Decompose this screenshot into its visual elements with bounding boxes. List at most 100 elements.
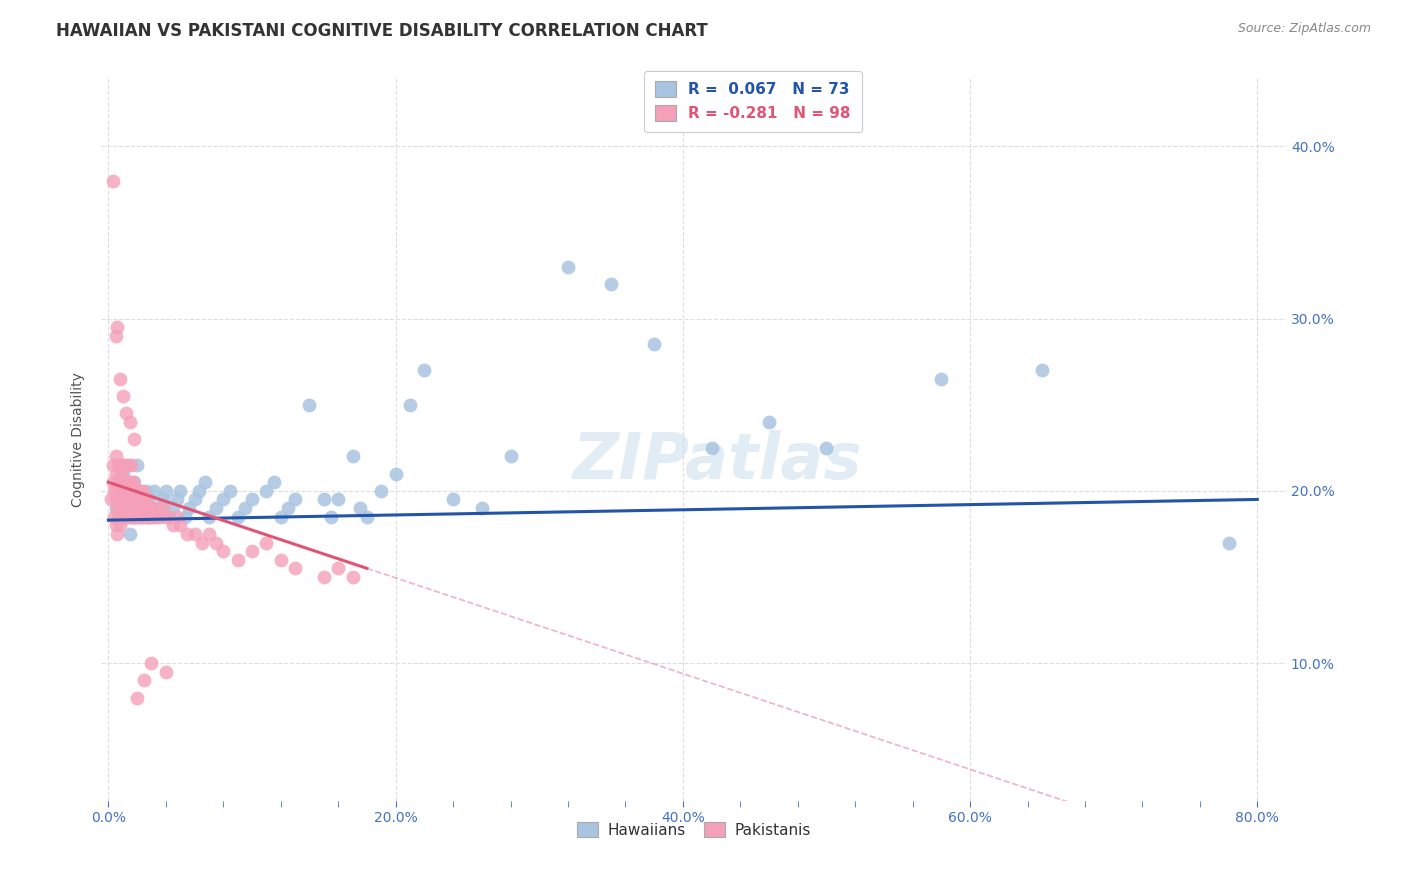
Point	[1218, 535, 1240, 549]
Point	[758, 415, 780, 429]
Point	[107, 458, 129, 472]
Point	[143, 483, 166, 498]
Point	[319, 509, 342, 524]
Point	[104, 450, 127, 464]
Point	[120, 501, 142, 516]
Point	[270, 553, 292, 567]
Point	[219, 483, 242, 498]
Point	[162, 501, 184, 516]
Point	[127, 483, 149, 498]
Point	[125, 509, 148, 524]
Point	[100, 492, 122, 507]
Point	[135, 509, 157, 524]
Point	[108, 372, 131, 386]
Point	[263, 475, 285, 490]
Point	[117, 458, 139, 472]
Point	[127, 509, 149, 524]
Point	[108, 509, 131, 524]
Point	[312, 570, 335, 584]
Point	[115, 492, 138, 507]
Point	[134, 673, 156, 688]
Point	[138, 492, 160, 507]
Point	[277, 501, 299, 516]
Point	[155, 483, 177, 498]
Point	[328, 561, 350, 575]
Point	[111, 483, 134, 498]
Point	[122, 492, 145, 507]
Point	[169, 518, 191, 533]
Point	[129, 483, 152, 498]
Point	[107, 475, 129, 490]
Point	[120, 509, 142, 524]
Point	[146, 509, 169, 524]
Point	[108, 492, 131, 507]
Point	[121, 509, 143, 524]
Point	[115, 509, 138, 524]
Point	[471, 501, 494, 516]
Point	[120, 483, 142, 498]
Point	[183, 492, 205, 507]
Point	[114, 458, 136, 472]
Point	[284, 492, 307, 507]
Text: Source: ZipAtlas.com: Source: ZipAtlas.com	[1237, 22, 1371, 36]
Point	[284, 561, 307, 575]
Point	[169, 483, 191, 498]
Point	[104, 518, 127, 533]
Point	[118, 475, 141, 490]
Point	[101, 174, 124, 188]
Point	[104, 467, 127, 481]
Point	[166, 509, 188, 524]
Point	[212, 544, 235, 558]
Point	[131, 509, 153, 524]
Point	[370, 483, 392, 498]
Point	[183, 527, 205, 541]
Point	[135, 483, 157, 498]
Point	[149, 501, 172, 516]
Point	[115, 475, 138, 490]
Point	[131, 501, 153, 516]
Point	[129, 509, 152, 524]
Point	[176, 527, 198, 541]
Point	[132, 509, 155, 524]
Point	[108, 475, 131, 490]
Point	[134, 492, 156, 507]
Point	[122, 483, 145, 498]
Legend: Hawaiians, Pakistanis: Hawaiians, Pakistanis	[571, 815, 817, 844]
Point	[134, 501, 156, 516]
Point	[240, 492, 263, 507]
Point	[173, 509, 195, 524]
Point	[128, 492, 150, 507]
Point	[105, 483, 128, 498]
Point	[141, 656, 163, 670]
Point	[107, 492, 129, 507]
Point	[240, 544, 263, 558]
Point	[107, 492, 129, 507]
Point	[111, 458, 134, 472]
Point	[114, 501, 136, 516]
Point	[104, 492, 127, 507]
Point	[152, 492, 174, 507]
Point	[114, 483, 136, 498]
Point	[205, 535, 228, 549]
Point	[103, 483, 125, 498]
Point	[931, 372, 953, 386]
Point	[110, 501, 132, 516]
Point	[356, 509, 378, 524]
Point	[115, 509, 138, 524]
Point	[111, 509, 134, 524]
Point	[112, 501, 135, 516]
Point	[128, 492, 150, 507]
Point	[198, 509, 221, 524]
Point	[110, 483, 132, 498]
Point	[118, 527, 141, 541]
Point	[136, 509, 159, 524]
Point	[212, 492, 235, 507]
Y-axis label: Cognitive Disability: Cognitive Disability	[72, 372, 86, 507]
Point	[127, 690, 149, 705]
Point	[312, 492, 335, 507]
Point	[118, 415, 141, 429]
Point	[110, 509, 132, 524]
Point	[112, 475, 135, 490]
Point	[270, 509, 292, 524]
Point	[118, 509, 141, 524]
